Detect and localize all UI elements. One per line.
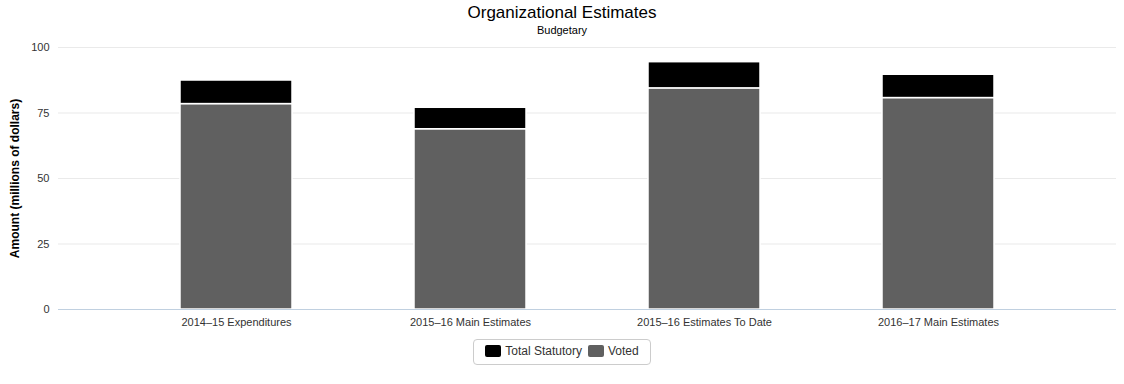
svg-text:Amount (millions of dollars): Amount (millions of dollars) (8, 99, 22, 258)
html-text:Voted: Voted (608, 344, 639, 358)
svg-text:0: 0 (43, 303, 49, 315)
svg-text:2015–16 Estimates To Date: 2015–16 Estimates To Date (637, 316, 772, 328)
svg-text:75: 75 (37, 107, 49, 119)
html-text:Total Statutory: Total Statutory (505, 344, 582, 358)
svg-text:2014–15 Expenditures: 2014–15 Expenditures (181, 316, 292, 328)
svg-text:100: 100 (31, 41, 49, 53)
svg-text:2015–16 Main Estimates: 2015–16 Main Estimates (410, 316, 532, 328)
html-text:Organizational Estimates: Organizational Estimates (467, 3, 657, 22)
svg-text:25: 25 (37, 238, 49, 250)
svg-text:2016–17 Main Estimates: 2016–17 Main Estimates (878, 316, 1000, 328)
svg-text:50: 50 (37, 172, 49, 184)
html-text:Budgetary: Budgetary (536, 24, 588, 36)
